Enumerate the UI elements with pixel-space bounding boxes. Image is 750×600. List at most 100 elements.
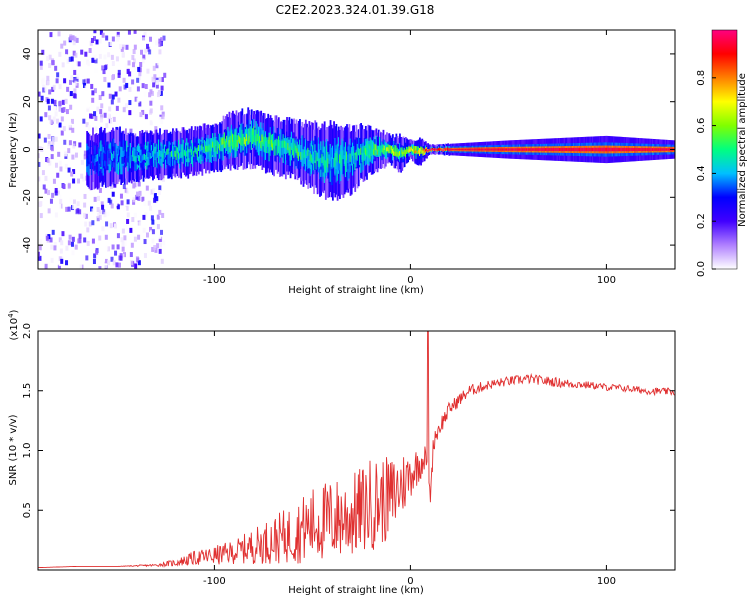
- noise-cell: [84, 85, 88, 91]
- ridge-cell: [624, 147, 627, 152]
- noise-cell: [62, 184, 66, 190]
- noise-cell: [75, 60, 79, 66]
- ridge-cell: [122, 157, 125, 164]
- ridge-cell: [241, 129, 244, 146]
- noise-cell: [147, 46, 151, 52]
- noise-cell: [154, 247, 158, 253]
- noise-cell: [47, 143, 51, 149]
- ridge-cell: [220, 140, 223, 147]
- noise-cell: [109, 199, 113, 205]
- noise-cell: [153, 245, 157, 251]
- ridge-cell: [237, 135, 240, 143]
- noise-cell: [41, 49, 45, 55]
- snr-ticks: -100 0 100 0.5 1.0 1.5 2.0: [22, 323, 675, 587]
- noise-cell: [57, 31, 61, 37]
- ridge-cell: [580, 147, 582, 152]
- ridge-cell: [307, 147, 310, 156]
- noise-cell: [101, 226, 105, 232]
- noise-cell: [126, 218, 130, 224]
- ridge-cell: [216, 146, 219, 153]
- noise-cell: [83, 193, 87, 199]
- ridge-cell: [538, 148, 541, 151]
- noise-cell: [146, 43, 150, 49]
- ridge-cell: [279, 141, 281, 149]
- ridge-cell: [294, 143, 297, 151]
- ridge-cell: [608, 147, 611, 152]
- noise-cell: [134, 263, 138, 269]
- noise-cell: [163, 72, 167, 78]
- noise-cell: [125, 44, 129, 50]
- noise-cell: [100, 103, 104, 109]
- noise-cell: [91, 90, 95, 96]
- noise-cell: [43, 137, 47, 143]
- ridge-cell: [414, 146, 417, 153]
- noise-cell: [68, 56, 72, 62]
- ridge-cell: [324, 152, 327, 173]
- ridge-cell: [651, 148, 654, 151]
- ridge-cell: [620, 147, 622, 152]
- ridge-cell: [573, 147, 575, 152]
- ridge-cell: [361, 152, 364, 160]
- noise-cell: [61, 99, 65, 105]
- ridge-cell: [164, 151, 167, 158]
- ridge-cell: [234, 134, 237, 142]
- ridge-cell: [261, 134, 264, 142]
- ridge-cell: [376, 149, 379, 155]
- ridge-cell: [383, 145, 386, 151]
- ridge-cell: [384, 143, 387, 153]
- noise-cell: [155, 196, 159, 202]
- ridge-cell: [207, 139, 210, 153]
- ridge-cell: [194, 146, 197, 153]
- noise-cell: [98, 47, 102, 53]
- ridge-cell: [422, 148, 425, 151]
- noise-cell: [49, 32, 53, 38]
- noise-cell: [139, 221, 143, 227]
- noise-cell: [74, 152, 78, 158]
- ridge-cell: [560, 147, 562, 152]
- ridge-cell: [297, 151, 300, 160]
- ridge-cell: [300, 151, 303, 160]
- ridge-cell: [190, 149, 193, 156]
- noise-cell: [131, 217, 135, 223]
- noise-cell: [50, 98, 54, 104]
- noise-cell: [50, 154, 54, 160]
- noise-cell: [157, 89, 161, 95]
- noise-cell: [139, 62, 143, 68]
- noise-cell: [67, 206, 71, 212]
- ridge-cell: [613, 147, 615, 152]
- noise-cell: [142, 214, 146, 220]
- ridge-cell: [255, 139, 258, 147]
- ridge-cell: [429, 148, 432, 152]
- ridge-cell: [287, 143, 290, 151]
- noise-cell: [106, 187, 110, 193]
- ridge-cell: [473, 148, 475, 151]
- noise-cell: [109, 223, 113, 229]
- ridge-cell: [172, 148, 174, 155]
- ridge-cell: [293, 150, 295, 158]
- ridge-cell: [373, 142, 375, 155]
- ridge-cell: [109, 153, 112, 161]
- ridge-cell: [381, 142, 384, 153]
- ridge-cell: [391, 149, 394, 153]
- ridge-cell: [89, 157, 92, 165]
- noise-cell: [85, 255, 89, 261]
- noise-cell: [86, 240, 90, 246]
- noise-cell: [75, 76, 79, 82]
- colorbar-label: Normalized spectral amplitude: [737, 73, 748, 227]
- noise-cell: [83, 212, 87, 218]
- noise-cell: [132, 197, 136, 203]
- ridge-cell: [454, 148, 457, 151]
- ridge-cell: [355, 151, 358, 160]
- noise-cell: [146, 232, 150, 238]
- ridge-cell: [589, 147, 592, 152]
- ridge-cell: [117, 155, 120, 163]
- noise-cell: [59, 248, 63, 254]
- noise-cell: [39, 213, 43, 219]
- ridge-cell: [582, 147, 585, 152]
- ridge-cell: [577, 147, 580, 152]
- ridge-cell: [117, 145, 120, 162]
- ridge-cell: [653, 148, 655, 151]
- ridge-cell: [135, 155, 138, 162]
- noise-cell: [142, 37, 146, 43]
- ridge-cell: [529, 148, 532, 151]
